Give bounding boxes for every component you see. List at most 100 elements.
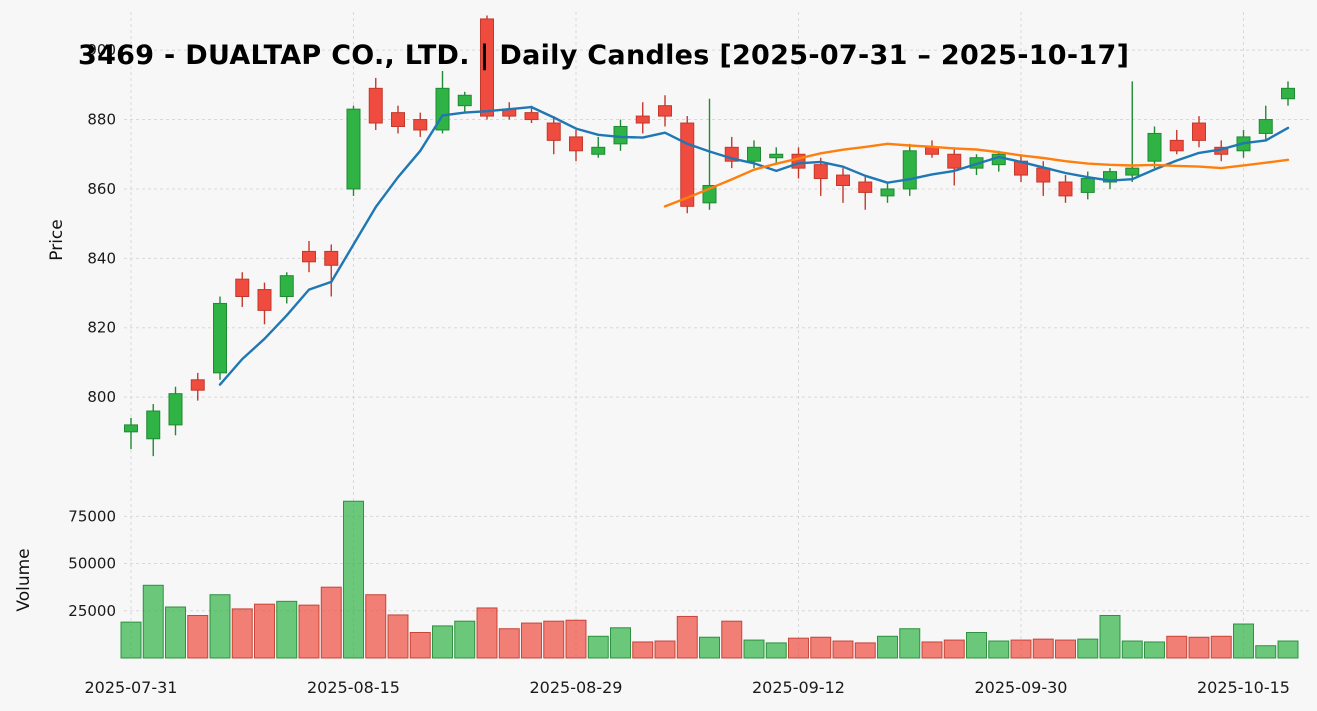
candle xyxy=(213,296,227,380)
volume-bar xyxy=(921,641,943,659)
volume-bar xyxy=(276,600,298,659)
x-tick-label: 2025-08-15 xyxy=(307,678,400,697)
candle xyxy=(457,91,472,113)
candle xyxy=(302,241,316,273)
volume-tick-label: 50000 xyxy=(68,555,116,573)
candle-body xyxy=(235,278,250,298)
candle xyxy=(836,168,850,203)
volume-bar xyxy=(1032,638,1054,659)
candle-body xyxy=(168,393,183,426)
volume-bar xyxy=(632,641,654,659)
candle-body xyxy=(257,289,272,311)
candle-body xyxy=(524,112,539,121)
candle xyxy=(1014,154,1028,183)
candle-body xyxy=(747,146,761,162)
candle xyxy=(658,95,672,127)
volume-bar xyxy=(476,607,498,659)
candle xyxy=(613,119,628,151)
candle xyxy=(769,147,784,165)
price-tick-label: 880 xyxy=(87,111,116,129)
volume-bar xyxy=(1099,615,1121,659)
volume-bar xyxy=(1055,639,1076,659)
candle-body xyxy=(1036,167,1051,183)
candle-body xyxy=(413,119,428,131)
volume-bar xyxy=(610,627,631,659)
volume-bar xyxy=(365,594,387,659)
candle-body xyxy=(680,122,695,207)
volume-bar xyxy=(387,614,409,659)
x-tick-label: 2025-10-15 xyxy=(1197,678,1290,697)
candle xyxy=(546,116,561,155)
candle xyxy=(257,282,272,325)
volume-bar xyxy=(298,604,320,659)
candle-body xyxy=(813,164,828,180)
candle xyxy=(413,112,428,137)
volume-tick-label: 25000 xyxy=(68,602,116,620)
candle-body xyxy=(836,174,850,186)
volume-bar xyxy=(765,642,787,659)
volume-bar xyxy=(699,636,720,659)
volume-bar xyxy=(543,620,565,659)
candle xyxy=(925,140,939,158)
candle-body xyxy=(1169,139,1184,152)
volume-bar xyxy=(1121,640,1143,659)
volume-bar xyxy=(521,622,542,659)
candle-body xyxy=(1103,171,1117,183)
candle-body xyxy=(613,126,628,145)
volume-bar xyxy=(165,606,186,659)
candle xyxy=(124,417,138,450)
axis-ticks: 900 880 860 840 820 800 75000 50000 25000 2025-07… xyxy=(68,41,1290,697)
volume-bar xyxy=(1210,635,1232,659)
volume-bar xyxy=(721,620,743,659)
ma5-line xyxy=(218,105,1290,386)
candle xyxy=(724,136,739,169)
candle-body xyxy=(546,122,561,141)
candle-body xyxy=(324,250,339,266)
candle-body xyxy=(457,94,472,107)
candle xyxy=(346,105,361,196)
volume-bar xyxy=(320,586,342,659)
volume-bar xyxy=(1277,640,1299,659)
volume-bar xyxy=(1188,636,1210,659)
candle-body xyxy=(591,146,606,155)
candle xyxy=(324,244,339,297)
volume-bar xyxy=(409,632,431,659)
candle-body xyxy=(569,136,583,152)
candle xyxy=(1125,81,1140,183)
volume-bar xyxy=(565,619,587,659)
price-tick-label: 900 xyxy=(87,41,116,59)
candle-body xyxy=(213,302,227,374)
volume-bar xyxy=(187,615,209,659)
candle xyxy=(1192,116,1206,148)
volume-bar xyxy=(966,632,987,659)
volume-bar xyxy=(120,621,142,659)
candle-body xyxy=(480,18,494,117)
x-tick-label: 2025-07-31 xyxy=(85,678,178,697)
volume-bar xyxy=(587,635,609,659)
candle xyxy=(391,105,405,134)
candle xyxy=(190,372,205,401)
price-tick-label: 800 xyxy=(87,388,116,406)
candle xyxy=(146,404,161,457)
candle xyxy=(524,105,539,124)
volume-bar xyxy=(832,640,854,659)
candle xyxy=(1169,129,1184,155)
candle-body xyxy=(1080,178,1095,193)
candle-body xyxy=(1281,87,1295,100)
volume-bar xyxy=(209,594,231,659)
candles xyxy=(124,15,1295,457)
ma25-line xyxy=(663,142,1290,208)
candle xyxy=(591,136,606,158)
volume-bar xyxy=(498,628,520,659)
volume-bar xyxy=(1010,639,1032,659)
price-tick-label: 860 xyxy=(87,180,116,198)
candle-body xyxy=(1258,119,1273,134)
volume-bar xyxy=(254,603,275,659)
volume-axis-label: Volume xyxy=(14,548,34,612)
volume-bar xyxy=(1233,623,1254,659)
candle-body xyxy=(858,181,873,193)
volume-bar xyxy=(988,640,1010,659)
candle-body xyxy=(146,410,161,440)
candle-body xyxy=(1192,122,1206,141)
